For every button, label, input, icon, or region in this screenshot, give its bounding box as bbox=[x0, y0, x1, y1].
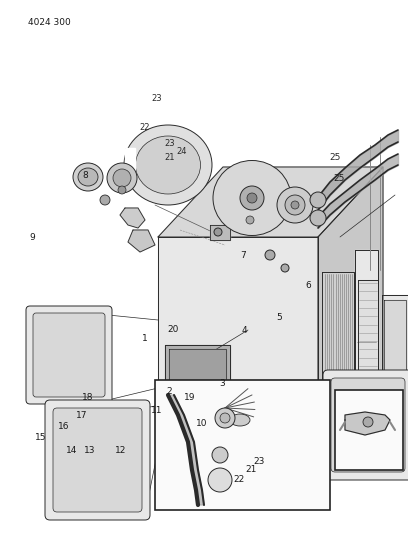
Circle shape bbox=[265, 250, 275, 260]
Circle shape bbox=[118, 186, 126, 194]
Text: 9: 9 bbox=[30, 233, 35, 241]
Text: 11: 11 bbox=[151, 406, 163, 415]
FancyBboxPatch shape bbox=[53, 408, 142, 512]
Bar bbox=[155, 380, 330, 510]
Circle shape bbox=[240, 186, 264, 210]
Circle shape bbox=[277, 187, 313, 223]
Polygon shape bbox=[168, 395, 204, 505]
Text: 2: 2 bbox=[166, 387, 172, 396]
Polygon shape bbox=[158, 167, 383, 237]
FancyBboxPatch shape bbox=[26, 306, 112, 404]
Ellipse shape bbox=[124, 125, 212, 205]
Polygon shape bbox=[345, 412, 390, 435]
Ellipse shape bbox=[73, 163, 103, 191]
Circle shape bbox=[281, 264, 289, 272]
Text: 21: 21 bbox=[245, 465, 257, 473]
Bar bbox=[335, 390, 403, 470]
Circle shape bbox=[100, 195, 110, 205]
Polygon shape bbox=[128, 230, 155, 252]
FancyBboxPatch shape bbox=[45, 400, 150, 520]
Text: 6: 6 bbox=[305, 281, 311, 289]
Text: 13: 13 bbox=[84, 446, 95, 455]
Polygon shape bbox=[165, 415, 230, 438]
FancyBboxPatch shape bbox=[33, 313, 105, 397]
Circle shape bbox=[246, 216, 254, 224]
Text: 3: 3 bbox=[220, 379, 225, 388]
Text: 23: 23 bbox=[164, 140, 175, 148]
Polygon shape bbox=[322, 272, 354, 402]
Text: 25: 25 bbox=[329, 153, 340, 161]
Text: 23: 23 bbox=[152, 94, 162, 103]
Polygon shape bbox=[125, 148, 135, 182]
Polygon shape bbox=[210, 225, 230, 240]
Text: 8: 8 bbox=[83, 172, 89, 180]
Text: 1: 1 bbox=[142, 334, 148, 343]
Circle shape bbox=[363, 417, 373, 427]
Text: 4024 300: 4024 300 bbox=[28, 18, 71, 27]
Text: 19: 19 bbox=[184, 393, 195, 401]
Circle shape bbox=[310, 192, 326, 208]
Circle shape bbox=[243, 213, 257, 227]
Polygon shape bbox=[169, 349, 226, 411]
Polygon shape bbox=[120, 208, 145, 228]
Text: 10: 10 bbox=[196, 419, 208, 428]
Circle shape bbox=[212, 447, 228, 463]
FancyBboxPatch shape bbox=[331, 378, 405, 472]
Polygon shape bbox=[384, 300, 406, 435]
Text: 20: 20 bbox=[168, 325, 179, 334]
Text: 7: 7 bbox=[240, 252, 246, 260]
Ellipse shape bbox=[135, 136, 200, 194]
Text: 22: 22 bbox=[233, 475, 244, 484]
Polygon shape bbox=[382, 295, 408, 440]
FancyBboxPatch shape bbox=[323, 370, 408, 480]
Circle shape bbox=[220, 413, 230, 423]
Text: 15: 15 bbox=[35, 433, 47, 441]
Ellipse shape bbox=[78, 168, 98, 186]
Circle shape bbox=[113, 169, 131, 187]
Text: 4: 4 bbox=[242, 326, 248, 335]
Text: 12: 12 bbox=[115, 446, 126, 455]
Text: 24: 24 bbox=[176, 148, 187, 156]
Polygon shape bbox=[358, 280, 378, 400]
Circle shape bbox=[208, 468, 232, 492]
Circle shape bbox=[247, 193, 257, 203]
Text: 16: 16 bbox=[58, 422, 69, 431]
Ellipse shape bbox=[230, 414, 250, 426]
Text: 18: 18 bbox=[82, 393, 93, 401]
Text: 23: 23 bbox=[253, 457, 265, 465]
Circle shape bbox=[215, 408, 235, 428]
Circle shape bbox=[285, 195, 305, 215]
Text: 17: 17 bbox=[76, 411, 87, 420]
Circle shape bbox=[310, 210, 326, 226]
Polygon shape bbox=[158, 237, 318, 440]
Circle shape bbox=[291, 201, 299, 209]
Polygon shape bbox=[318, 167, 383, 440]
Text: 25: 25 bbox=[333, 174, 344, 183]
Text: 22: 22 bbox=[140, 124, 150, 132]
Polygon shape bbox=[165, 345, 230, 415]
Ellipse shape bbox=[213, 160, 291, 236]
Text: 5: 5 bbox=[277, 313, 282, 321]
Circle shape bbox=[214, 228, 222, 236]
Polygon shape bbox=[355, 250, 378, 430]
Text: 21: 21 bbox=[164, 153, 175, 161]
Circle shape bbox=[107, 163, 137, 193]
Text: 14: 14 bbox=[66, 446, 77, 455]
